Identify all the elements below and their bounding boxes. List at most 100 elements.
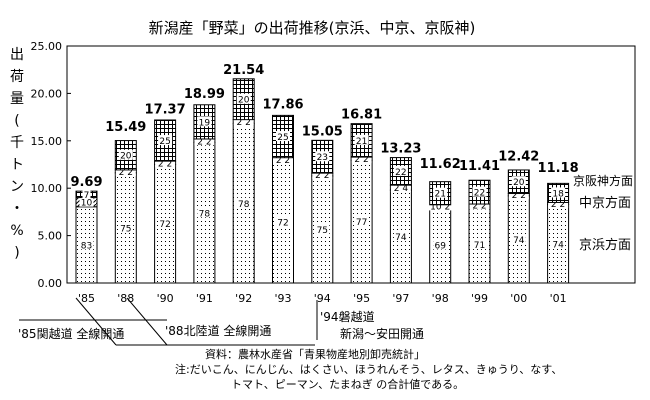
bar-total-label: 18.99: [184, 87, 225, 102]
bar-group: 78 2 2 19 18.99: [184, 87, 225, 284]
segment-label: 25: [159, 137, 170, 147]
bar-total-label: 15.05: [302, 124, 343, 139]
segment-label: 2 2: [197, 137, 211, 147]
segment-label-bg: [427, 200, 454, 211]
segment-label-bg: [273, 153, 293, 164]
segment-label-bg: [276, 216, 290, 227]
segment-label-bg: [276, 131, 290, 142]
segment-label-bg: [393, 165, 408, 176]
legend-chukyo: 中京方面: [579, 195, 631, 211]
segment-label-bg: [354, 134, 369, 145]
y-axis-label-char: %: [10, 223, 24, 239]
bar-group: 72 2 2 25 17.37: [145, 102, 186, 284]
segment-label-bg: [433, 239, 448, 250]
segment-label-bg: [197, 116, 212, 127]
segment-label-bg: [236, 197, 251, 208]
segment-label-bg: [511, 233, 526, 244]
segment-label-bg: [315, 223, 330, 234]
segment-label-bg: [236, 93, 251, 104]
x-tick-label: '97: [392, 292, 409, 305]
segment-label: 21: [434, 190, 445, 200]
segment-label: 25: [277, 133, 288, 143]
segment-label: 22: [474, 189, 485, 199]
segment-label: 2 2: [472, 202, 486, 212]
segment-label-bg: [472, 239, 487, 250]
segment-label-bg: [315, 151, 330, 162]
segment-label-bg: [197, 207, 212, 218]
segment-label-bg: [158, 218, 173, 229]
bar-group: 75 2 2 20 15.49: [105, 120, 146, 284]
annotation-94-text-1: '94磐越道: [320, 310, 375, 324]
segment-label-bg: [118, 222, 133, 233]
segment-label-bg: [551, 187, 566, 198]
x-tick-label: '00: [510, 292, 527, 305]
bar-total-label: 11.18: [538, 161, 579, 176]
y-axis-label-char: 出: [10, 47, 24, 63]
segment-label: 2 2: [512, 191, 526, 201]
y-tick-label: 5.00: [38, 230, 63, 243]
segment-label: 22: [395, 168, 406, 178]
bar-total-label: 12.42: [498, 149, 539, 164]
segment-label: 2 2: [551, 200, 565, 210]
segment-label: 7: [84, 191, 90, 201]
segment-label: 2 2: [315, 171, 329, 181]
segment-label-bg: [118, 149, 133, 160]
x-tick-label: '91: [196, 292, 213, 305]
segment-label-bg: [393, 231, 408, 242]
bar-group: 75 2 2 23 15.05: [302, 124, 343, 284]
segment-label-bg: [354, 216, 369, 227]
segment-label-bg: [233, 116, 254, 127]
y-axis-label-char: ): [14, 245, 20, 261]
segment-label-bg: [79, 239, 94, 250]
bar-group: 77 2 2 21 16.81: [341, 108, 382, 284]
y-axis-label-char: 量: [10, 91, 24, 107]
bar-group: 72 2 2 25 17.86: [262, 98, 304, 284]
segment-label-bg: [551, 238, 566, 249]
segment-label-bg: [511, 176, 526, 187]
segment-label: 69: [434, 241, 446, 251]
annotation-85: '85関越道 全線開通: [18, 297, 167, 346]
x-tick-label: '95: [353, 292, 370, 305]
y-tick-label: 0.00: [38, 277, 63, 290]
bar-group: 74 2 4 22 13.23: [380, 142, 421, 284]
bar-group: 78 2 2 20 21.54: [223, 63, 264, 284]
segment-label: 75: [120, 224, 131, 234]
segment-label-bg: [194, 135, 215, 146]
segment-label: 23: [317, 153, 328, 163]
segment-label-bg: [548, 198, 569, 209]
segment-label: 2 2: [354, 155, 368, 165]
y-tick-label: 25.00: [31, 40, 63, 53]
footnote-line-2: トマト、ピーマン、たまねぎ の合計値である。: [231, 377, 464, 391]
y-axis-label-char: ト: [10, 157, 24, 173]
segment-label-bg: [390, 182, 411, 193]
segment-label: 19: [199, 118, 211, 128]
segment-label-bg: [433, 187, 448, 198]
segment-label: 20: [513, 178, 525, 188]
annotation-85-text: '85関越道 全線開通: [18, 326, 124, 341]
segment-label: 71: [474, 241, 485, 251]
footnote-line-1: 注:だいこん、にんじん、はくさい、ほうれんそう、レタス、きゅうり、なす、: [175, 362, 562, 376]
y-axis-label-char: (: [14, 113, 20, 129]
segment-label: 10: [81, 199, 93, 209]
bar-group: 71 2 2 22 11.41: [459, 159, 500, 284]
x-tick-label: '98: [432, 292, 449, 305]
segment-label: 74: [395, 233, 407, 243]
bar-group: 69 10 2 21 11.62: [420, 157, 461, 284]
y-axis: 0.00 5.00 10.00 15.00 20.00 25.00: [31, 40, 71, 290]
segment-label-bg: [312, 169, 333, 180]
y-axis-label-char: 荷: [10, 69, 24, 85]
segment-label-bg: [82, 188, 91, 199]
segment-label: 74: [552, 240, 564, 250]
segment-label-bg: [115, 165, 136, 176]
segment-label: 74: [513, 236, 525, 246]
annotation-94-text-2: 新潟～安田開通: [340, 326, 424, 341]
y-axis-label-char: ・: [10, 201, 24, 217]
legend-keihin: 京浜方面: [579, 237, 631, 253]
segment-label-bg: [508, 189, 529, 200]
segment-label: 78: [238, 200, 250, 210]
segment-label-bg: [469, 199, 490, 210]
x-tick-label: '85: [78, 292, 95, 305]
